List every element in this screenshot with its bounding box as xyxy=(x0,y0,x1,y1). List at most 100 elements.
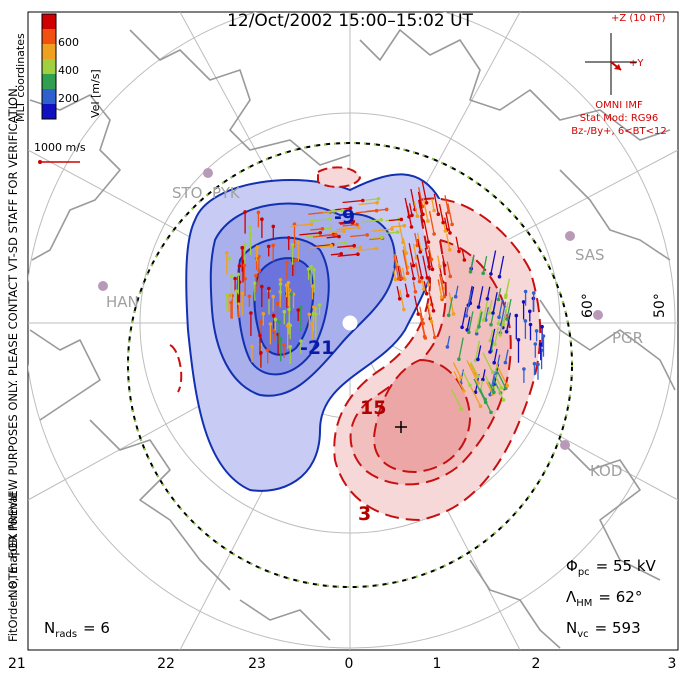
velocity-vector xyxy=(309,218,330,222)
velocity-vector xyxy=(404,197,410,217)
velocity-vector-origin xyxy=(328,217,332,221)
velocity-vector-origin xyxy=(516,338,521,342)
colorbar-label: Vel [m/s] xyxy=(89,69,102,118)
velocity-vector-origin xyxy=(288,345,293,349)
velocity-vector-origin xyxy=(462,389,466,393)
velocity-vector-origin xyxy=(311,312,316,316)
velocity-vector-origin xyxy=(538,342,543,347)
velocity-vector xyxy=(489,328,496,353)
latitude-label-50: 50° xyxy=(652,293,668,318)
velocity-vector-origin xyxy=(290,243,295,247)
velocity-vector-origin xyxy=(430,267,435,272)
velocity-vector-origin xyxy=(420,275,424,280)
velocity-vector xyxy=(461,307,467,328)
velocity-vector-origin xyxy=(488,350,492,354)
velocity-vector xyxy=(478,311,483,327)
mlt-label-3: 3 xyxy=(668,656,677,672)
velocity-vector xyxy=(494,374,502,389)
velocity-vector-origin xyxy=(411,263,416,268)
velocity-vectors xyxy=(225,180,546,415)
velocity-vector-origin xyxy=(405,271,410,276)
velocity-vector-origin xyxy=(275,301,280,306)
velocity-vector xyxy=(402,249,409,274)
velocity-vector-origin xyxy=(258,333,262,338)
velocity-vector xyxy=(465,292,472,316)
velocity-vector-origin xyxy=(348,206,353,210)
mlt-label-22: 22 xyxy=(157,656,175,672)
velocity-vector-origin xyxy=(399,217,404,222)
velocity-vector-origin xyxy=(476,374,480,379)
contour-label-minus-9: -9 xyxy=(334,206,355,228)
velocity-vector-origin xyxy=(497,274,502,279)
velocity-vector-origin xyxy=(429,257,434,262)
velocity-vector xyxy=(497,288,502,300)
velocity-vector-origin xyxy=(309,264,313,269)
velocity-vector-origin xyxy=(267,286,271,291)
velocity-vector-origin xyxy=(285,324,290,328)
velocity-vector-origin xyxy=(296,308,301,312)
radar-label-sto: STO xyxy=(172,184,203,202)
velocity-vector xyxy=(365,198,379,201)
imf-source: OMNI IMF xyxy=(595,100,643,111)
velocity-vector xyxy=(452,362,462,378)
velocity-vector-origin xyxy=(540,324,544,329)
velocity-vector-origin xyxy=(271,313,276,318)
velocity-vector-origin xyxy=(532,361,537,366)
velocity-vector-origin xyxy=(450,222,454,227)
velocity-vector-origin xyxy=(407,215,411,219)
velocity-vector-origin xyxy=(400,276,404,281)
velocity-vector-origin xyxy=(355,222,359,227)
stat-lambda: ΛHM = 62° xyxy=(566,588,642,609)
velocity-vector xyxy=(446,335,451,348)
velocity-vector xyxy=(399,289,405,310)
velocity-vector xyxy=(485,306,489,321)
svg-text:Φpc= 55 kV: Φpc = 55 kV xyxy=(566,557,657,578)
contour-label-3: 3 xyxy=(358,503,371,525)
velocity-vector xyxy=(390,225,405,228)
velocity-vector-origin xyxy=(436,212,441,216)
latitude-label-60: 60° xyxy=(580,293,596,318)
velocity-vector xyxy=(396,286,401,299)
velocity-vector-origin xyxy=(426,240,431,244)
velocity-vector-origin xyxy=(501,398,506,402)
velocity-vector xyxy=(401,267,406,280)
velocity-vector xyxy=(488,382,495,393)
velocity-vector-origin xyxy=(374,246,379,251)
velocity-vector xyxy=(505,312,512,332)
velocity-vector-origin xyxy=(318,231,323,235)
velocity-vector-origin xyxy=(534,329,539,333)
velocity-vector xyxy=(482,352,494,373)
velocity-vector xyxy=(337,253,358,257)
velocity-vector-origin xyxy=(488,338,493,343)
velocity-vector-origin xyxy=(396,277,401,281)
velocity-vector xyxy=(422,325,426,339)
velocity-vector xyxy=(444,195,450,213)
velocity-vector xyxy=(466,360,479,384)
velocity-vector xyxy=(413,201,418,217)
colorbar-tick-600: 600 xyxy=(58,36,79,49)
velocity-vector-origin xyxy=(236,272,241,277)
contour-label-15: 15 xyxy=(360,397,386,419)
velocity-vector-origin xyxy=(504,329,509,334)
preview-note: NOTE: FOR PREVIEW PURPOSES ONLY. PLEASE … xyxy=(6,85,20,598)
velocity-vector xyxy=(498,299,504,318)
velocity-vector xyxy=(342,199,363,204)
velocity-vector xyxy=(310,228,323,231)
velocity-vector-origin xyxy=(409,225,414,229)
velocity-vector xyxy=(355,210,377,214)
velocity-vector xyxy=(431,321,436,338)
velocity-vector xyxy=(402,246,409,268)
velocity-vector-origin xyxy=(432,232,436,236)
velocity-vector xyxy=(386,231,398,234)
velocity-vector xyxy=(445,233,451,250)
velocity-vector xyxy=(419,306,424,324)
velocity-vector-origin xyxy=(457,357,461,362)
velocity-vector xyxy=(477,286,484,308)
mlt-label-2: 2 xyxy=(532,656,541,672)
velocity-vector-origin xyxy=(448,231,452,235)
velocity-vector-origin xyxy=(393,277,398,282)
velocity-vector xyxy=(485,381,494,395)
velocity-vector-origin xyxy=(528,309,532,314)
velocity-vector xyxy=(339,222,353,225)
velocity-vector xyxy=(461,249,466,261)
